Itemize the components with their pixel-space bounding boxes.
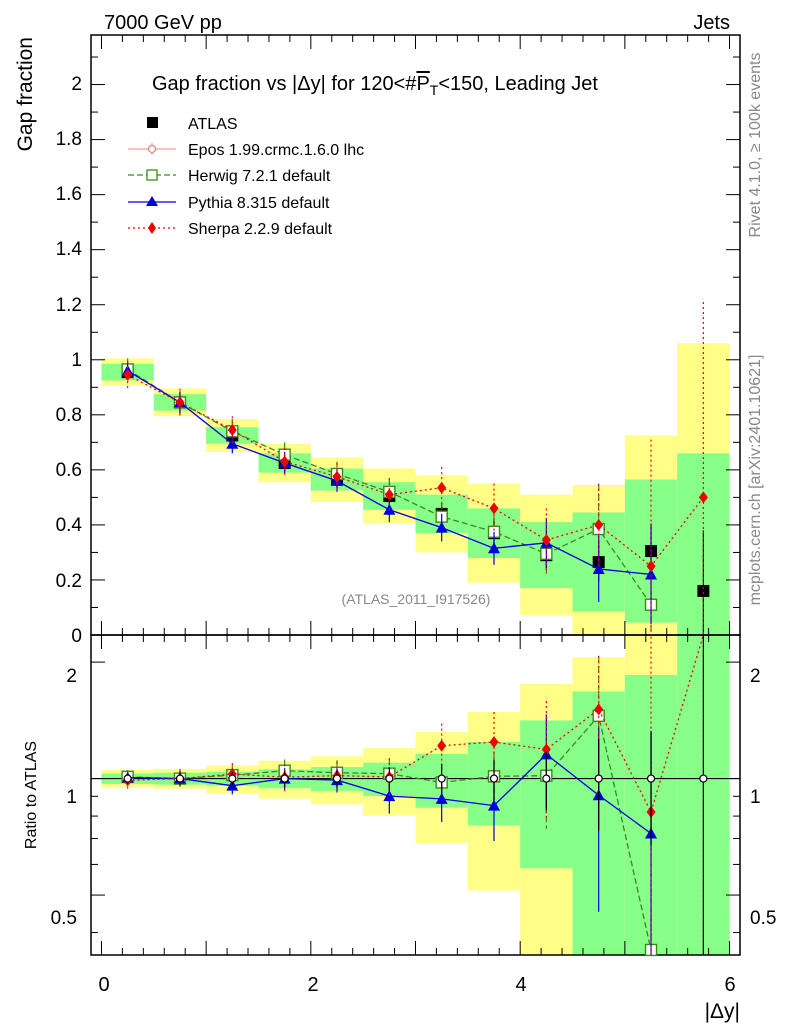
x-tick-label-0: 0: [98, 974, 109, 996]
legend-entry-atlas: ATLAS: [147, 116, 238, 133]
atlas-point-11: [699, 774, 708, 783]
pythia-point-10: [645, 568, 658, 580]
pythia-point-9: [592, 562, 605, 574]
pythia-point-2: [226, 437, 239, 449]
legend-label-pythia: Pythia 8.315 default: [188, 195, 330, 212]
atlas-point-7: [489, 774, 499, 783]
series-sherpa: [123, 301, 708, 635]
legend-marker-atlas: [147, 117, 158, 128]
atlas-uncertainty-bands-ratio: [101, 635, 730, 955]
x-tick-label-6: 6: [724, 974, 735, 996]
x-axis-label: |Δy|: [705, 1000, 740, 1023]
sherpa-point-2: [227, 423, 237, 436]
sherpa-point-10: [646, 560, 656, 573]
sherpa-point-11: [698, 491, 708, 504]
legend-entry-herwig: Herwig 7.2.1 default: [128, 168, 331, 185]
sherpa-point-9: [594, 518, 604, 531]
legend-entry-sherpa: Sherpa 2.2.9 default: [128, 221, 333, 238]
title-p-overline: P: [416, 73, 429, 95]
sherpa-point-6: [437, 481, 447, 494]
y-axis-label: Gap fraction: [14, 37, 37, 151]
y-tick-label-1.2: 1.2: [56, 295, 82, 316]
ratio-left-tick-1: 1: [66, 787, 77, 808]
atlas-point-3: [280, 774, 289, 783]
y-tick-label-1.4: 1.4: [56, 239, 83, 260]
ratio-series-atlas: [123, 635, 708, 955]
atlas-point-9: [594, 774, 603, 783]
atlas-point-10: [646, 774, 656, 783]
header-right: Jets: [693, 12, 730, 34]
y-tick-label-1.6: 1.6: [56, 184, 82, 205]
y-tick-label-1.8: 1.8: [56, 129, 82, 150]
sherpa-line: [127, 374, 704, 568]
rivet-label: Rivet 4.1.0, ≥ 100k events: [747, 53, 764, 238]
pythia-point-7: [488, 542, 501, 554]
y-tick-label-0.6: 0.6: [56, 460, 82, 481]
pythia-point-6: [435, 792, 448, 804]
y-tick-label-1: 1: [71, 350, 82, 371]
ratio-right-tick-1: 1: [750, 787, 761, 808]
sherpa-point-7: [489, 502, 499, 515]
atlas-point-4: [332, 774, 342, 783]
legend-label-herwig: Herwig 7.2.1 default: [188, 168, 331, 185]
legend-label-epos: Epos 1.99.crmc.1.6.0 lhc: [188, 142, 364, 159]
ratio-right-tick-2: 2: [750, 666, 761, 687]
atlas-point-1: [175, 774, 185, 783]
legend-label-sherpa: Sherpa 2.2.9 default: [188, 221, 333, 238]
legend-entry-pythia: Pythia 8.315 default: [128, 195, 330, 212]
header-left: 7000 GeV pp: [104, 12, 222, 34]
atlas-point-5: [385, 774, 394, 783]
atlas-point-8: [542, 774, 551, 783]
legend-marker-pythia: [146, 196, 158, 206]
y-tick-label-0.2: 0.2: [56, 571, 82, 592]
y-tick-label-2: 2: [71, 74, 82, 95]
main-y-tick-labels: 0 0.2 0.4 0.6 0.8 1 1.2 1.4 1.6 1.8 2: [56, 74, 83, 647]
sherpa-point-7: [489, 735, 499, 748]
legend-marker-epos: [147, 144, 157, 154]
legend-entry-epos: Epos 1.99.crmc.1.6.0 lhc: [128, 142, 364, 159]
y-tick-label-0.8: 0.8: [56, 405, 82, 426]
ratio-y-axis-label: Ratio to ATLAS: [23, 741, 40, 849]
main-y-axis-ticks: [91, 56, 740, 636]
analysis-id: (ATLAS_2011_I917526): [342, 591, 491, 607]
plot-title: Gap fraction vs |Δy| for 120<#PT<150, Le…: [152, 73, 598, 98]
sherpa-line: [127, 634, 704, 814]
atlas-point-0: [123, 774, 132, 783]
atlas-point-2: [228, 774, 237, 783]
sherpa-point-6: [437, 739, 447, 752]
atlas-point-11: [697, 584, 710, 597]
pythia-point-6: [435, 521, 448, 533]
title-subscript: T: [430, 82, 439, 98]
ratio-left-tick-2: 2: [66, 666, 77, 687]
sherpa-point-5: [384, 488, 394, 501]
x-axis-ticks: [100, 35, 731, 955]
sherpa-point-4: [332, 470, 342, 483]
ratio-right-tick-0.5: 0.5: [750, 908, 776, 929]
x-tick-label-4: 4: [515, 974, 526, 996]
sherpa-point-3: [280, 455, 290, 468]
mcplots-label: mcplots.cern.ch [arXiv:2401.10621]: [747, 355, 764, 606]
sherpa-point-8: [541, 743, 551, 756]
sherpa-point-1: [175, 396, 185, 409]
main-plot-marks: [121, 301, 710, 635]
legend-marker-herwig: [146, 169, 158, 181]
legend-label-atlas: ATLAS: [188, 116, 238, 133]
x-tick-label-2: 2: [307, 974, 318, 996]
pythia-point-7: [488, 799, 501, 811]
y-tick-label-0.4: 0.4: [56, 515, 83, 536]
legend: ATLAS Epos 1.99.crmc.1.6.0 lhc Herwig 7.…: [128, 116, 364, 238]
sherpa-point-8: [541, 534, 551, 547]
y-tick-label-0: 0: [71, 626, 82, 647]
ratio-plot-marks: [91, 634, 740, 957]
legend-marker-sherpa: [148, 222, 156, 234]
atlas-point-6: [437, 774, 446, 783]
sherpa-point-9: [594, 703, 604, 716]
ratio-left-tick-0.5: 0.5: [51, 908, 77, 929]
pythia-point-5: [383, 790, 396, 802]
sherpa-point-0: [123, 368, 133, 381]
ratio-y-tick-labels: 0.5 1 2 0.5 1 2: [51, 666, 777, 929]
